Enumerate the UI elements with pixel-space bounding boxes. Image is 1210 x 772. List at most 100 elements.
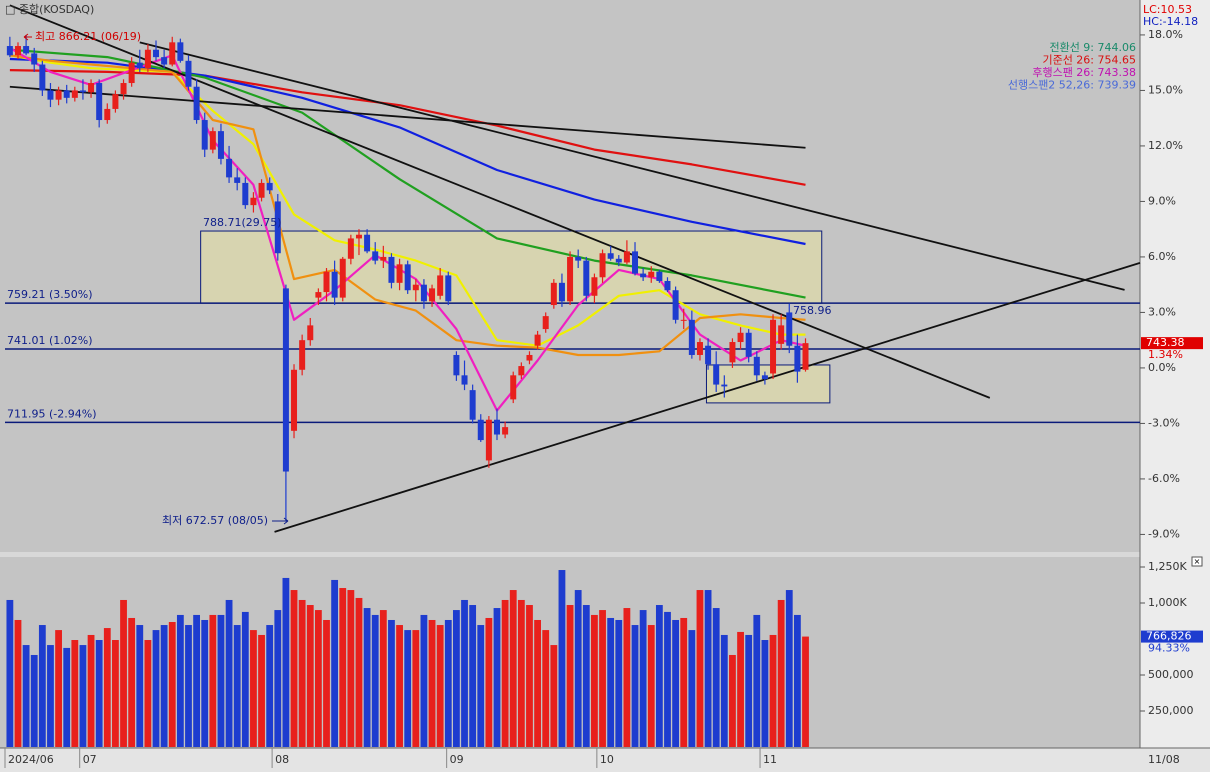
candle-body <box>477 419 484 441</box>
close-icon-glyph: × <box>1194 557 1201 566</box>
volume-bar <box>355 597 363 747</box>
candle-body <box>656 271 663 281</box>
candle-body <box>688 319 695 355</box>
candle-body <box>745 332 752 357</box>
volume-bar <box>193 614 201 747</box>
legend-entry: 후행스팬 26: 743.38 <box>1032 66 1136 79</box>
volume-bar <box>63 647 71 747</box>
high-annotation: 최고 866.21 (06/19) <box>35 30 141 43</box>
trend-line <box>139 41 1125 291</box>
volume-tick-label: 1,250K <box>1148 560 1187 573</box>
candle-body <box>39 64 46 91</box>
candle-body <box>266 182 273 191</box>
candle-body <box>713 364 720 385</box>
volume-bar <box>647 625 655 747</box>
candle-body <box>518 366 525 376</box>
candle-body <box>648 271 655 278</box>
volume-bar <box>176 614 184 747</box>
candle-body <box>47 90 54 100</box>
volume-bar <box>38 625 46 747</box>
plot: 18.0% 15.0% 12.0% 9.0% 6.0% 3.0% 0.0% -3.0% -6.0… <box>4 4 1203 768</box>
volume-bar <box>688 630 696 747</box>
volume-bar <box>396 625 403 747</box>
candle-body <box>307 325 314 341</box>
volume-bar <box>696 590 704 747</box>
volume-bar <box>412 630 420 747</box>
volume-bar <box>453 610 460 747</box>
candle-body <box>55 90 62 100</box>
volume-bar <box>314 610 322 747</box>
volume-bar <box>420 614 428 747</box>
indicator-line <box>9 69 806 186</box>
volume-bar <box>160 625 168 747</box>
candle-body <box>128 62 135 84</box>
volume-bar <box>144 640 152 747</box>
candle-body <box>201 120 208 150</box>
trend-line <box>274 261 1141 533</box>
volume-bar <box>582 605 590 747</box>
volume-bar <box>574 590 582 747</box>
candle-body <box>778 325 785 344</box>
y-tick-label: 0.0% <box>1148 361 1176 374</box>
y-tick-label: 12.0% <box>1148 139 1183 152</box>
volume-bar <box>501 599 509 747</box>
close-icon[interactable] <box>1191 556 1203 567</box>
candle-body <box>79 90 86 93</box>
candle-body <box>315 292 322 298</box>
volume-bar <box>274 610 282 747</box>
candle-body <box>761 375 768 380</box>
candle-body <box>794 345 801 372</box>
y-tick-label: -6.0% <box>1148 472 1180 485</box>
candle-body <box>623 251 630 263</box>
volume-bar <box>664 611 671 747</box>
level-label: 741.01 (1.02%) <box>7 334 93 347</box>
level-label: 759.21 (3.50%) <box>7 288 93 301</box>
last-date: 11/08 <box>1148 753 1180 766</box>
y-tick-label: 3.0% <box>1148 305 1176 318</box>
candle-body <box>161 57 168 65</box>
indicator-line <box>9 54 806 357</box>
volume-bar <box>298 599 306 747</box>
volume-bar <box>631 625 639 747</box>
volume-bar <box>550 645 558 747</box>
volume-bar <box>241 611 249 747</box>
candle-body <box>575 256 582 261</box>
volume-bar <box>517 599 525 747</box>
candle-body <box>291 369 298 431</box>
volume-bar <box>542 630 550 747</box>
volume-bar <box>347 590 355 747</box>
volume-bar <box>785 590 793 747</box>
volume-bar <box>793 614 801 747</box>
volume-bar <box>22 645 30 747</box>
y-tick-label: 6.0% <box>1148 250 1176 263</box>
volume-bar <box>777 599 785 747</box>
volume-bar <box>266 625 274 747</box>
candle-body <box>502 427 509 435</box>
volume-bar <box>168 622 176 747</box>
volume-bar <box>599 610 606 747</box>
y-tick-label: 15.0% <box>1148 83 1183 96</box>
volume-bar <box>209 614 217 747</box>
candle-body <box>461 375 468 385</box>
volume-bar <box>761 640 769 747</box>
candle-body <box>615 258 622 263</box>
candle-body <box>591 277 598 296</box>
candle-body <box>567 256 574 302</box>
candle-body <box>664 280 671 291</box>
candle-body <box>250 197 257 206</box>
candle-body <box>445 275 452 302</box>
candle-body <box>640 273 647 278</box>
volume-bar <box>615 619 623 747</box>
volume-bar <box>112 640 119 747</box>
volume-bar <box>477 625 485 747</box>
trend-line <box>9 4 991 399</box>
volume-bar <box>461 599 468 747</box>
candle-body <box>721 384 728 387</box>
right-axis-area <box>1140 0 1210 772</box>
candle-body <box>599 253 606 278</box>
candle-body <box>209 131 216 150</box>
volume-bar <box>485 617 493 747</box>
volume-bar <box>534 619 541 747</box>
volume-bar <box>120 599 127 747</box>
candle-body <box>71 90 78 98</box>
